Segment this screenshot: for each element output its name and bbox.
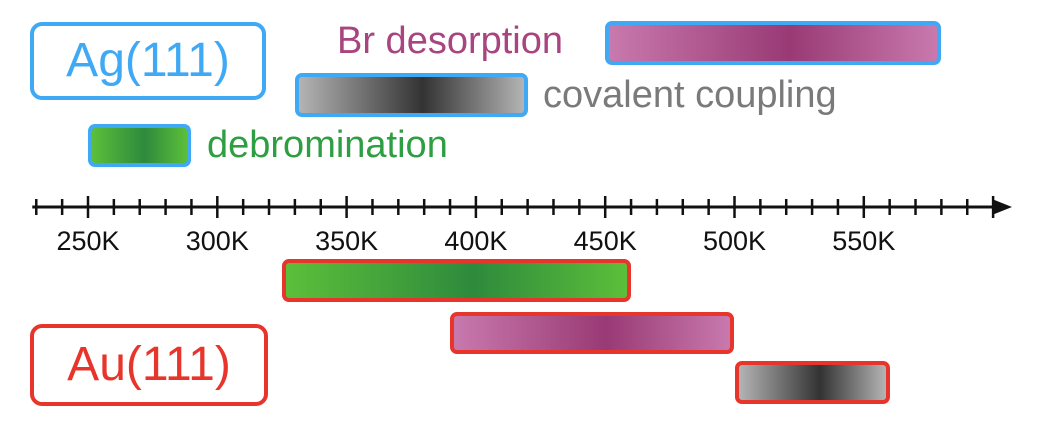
au111-label: Au(111)	[30, 324, 268, 406]
axis-tick-label: 350K	[315, 226, 378, 256]
axis-tick-label: 250K	[56, 226, 119, 256]
debromination-label: debromination	[207, 124, 448, 166]
axis-arrow-icon	[992, 199, 1012, 215]
ag-covalent-coupling-bar	[294, 73, 528, 117]
ag-br-desorption-bar	[605, 21, 942, 65]
axis-tick-label: 400K	[444, 226, 507, 256]
axis-tick-label: 450K	[574, 226, 637, 256]
covalent-coupling-label: covalent coupling	[543, 74, 837, 116]
axis-tick-label: 500K	[703, 226, 766, 256]
au111-label-text: Au(111)	[67, 338, 231, 391]
axis-tick-label: 300K	[186, 226, 249, 256]
ag-debromination-bar	[88, 124, 192, 167]
au-covalent-coupling-bar	[734, 361, 890, 404]
ag111-label: Ag(111)	[30, 22, 266, 100]
au-br-desorption-bar	[450, 312, 735, 354]
au-debromination-bar	[281, 259, 632, 302]
axis-tick-label: 550K	[832, 226, 895, 256]
ag111-label-text: Ag(111)	[66, 34, 230, 87]
br-desorption-label: Br desorption	[337, 20, 564, 62]
